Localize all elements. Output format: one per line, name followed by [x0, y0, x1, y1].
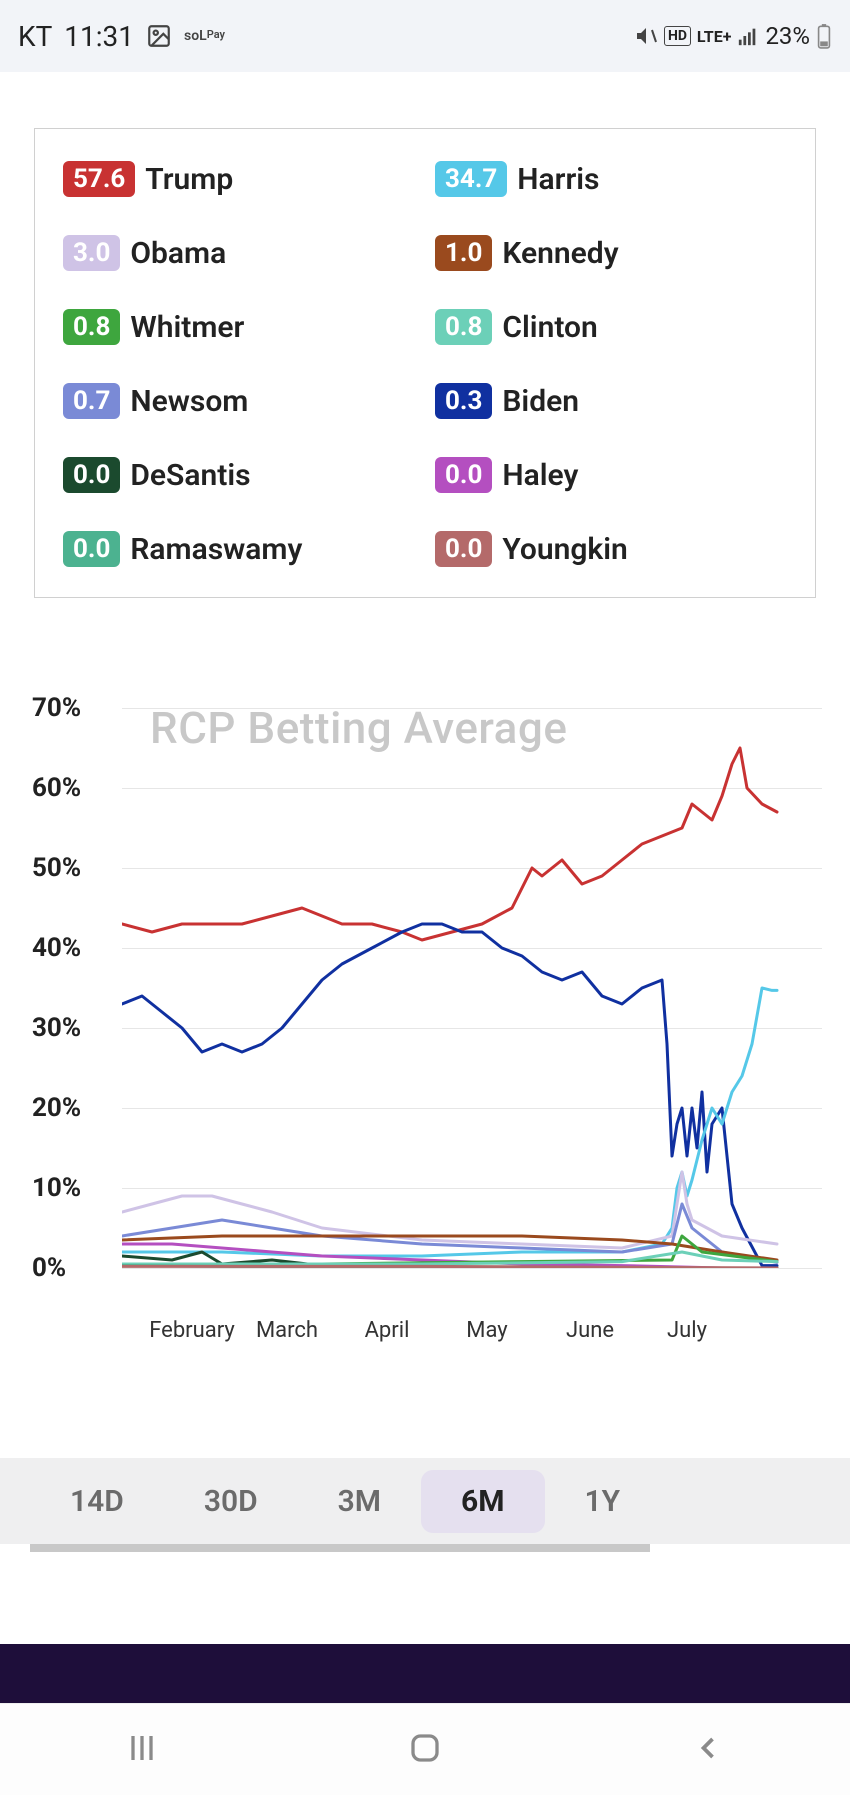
home-button[interactable]: [407, 1730, 443, 1770]
status-right: HD LTE+ 23%: [634, 22, 832, 50]
y-tick-label: 20%: [32, 1093, 81, 1123]
legend-name-label: Whitmer: [130, 310, 244, 345]
legend-name-label: Harris: [517, 162, 599, 197]
carrier-label: KT: [18, 20, 52, 53]
back-button[interactable]: [690, 1730, 726, 1770]
range-tab-6m[interactable]: 6M: [421, 1470, 544, 1533]
legend-value-badge: 0.8: [63, 309, 120, 345]
legend-item[interactable]: 3.0 Obama: [63, 235, 415, 271]
legend-item[interactable]: 0.8 Clinton: [435, 309, 787, 345]
x-tick-label: June: [566, 1318, 614, 1343]
x-tick-label: May: [466, 1318, 507, 1343]
legend-value-badge: 0.0: [435, 457, 492, 493]
legend-item[interactable]: 0.0 Haley: [435, 457, 787, 493]
legend-name-label: Trump: [145, 162, 233, 197]
status-left: KT 11:31 soLPay: [18, 20, 225, 53]
legend-item[interactable]: 1.0 Kennedy: [435, 235, 787, 271]
legend-name-label: Newsom: [130, 384, 248, 419]
legend-name-label: Kennedy: [502, 236, 618, 271]
series-line: [122, 1266, 777, 1268]
y-tick-label: 10%: [32, 1173, 81, 1203]
legend-item[interactable]: 0.3 Biden: [435, 383, 787, 419]
legend-name-label: Biden: [502, 384, 579, 419]
clock-label: 11:31: [64, 20, 134, 53]
legend-box: 57.6 Trump 34.7 Harris 3.0 Obama 1.0 Kennedy 0.8…: [34, 128, 816, 598]
status-bar: KT 11:31 soLPay HD LTE+ 23%: [0, 0, 850, 72]
legend-item[interactable]: 0.7 Newsom: [63, 383, 415, 419]
signal-icon: [737, 25, 759, 47]
legend-item[interactable]: 57.6 Trump: [63, 161, 415, 197]
range-tab-30d[interactable]: 30D: [164, 1470, 298, 1533]
x-tick-label: February: [149, 1318, 235, 1343]
legend-item[interactable]: 0.0 Ramaswamy: [63, 531, 415, 567]
y-tick-label: 0%: [32, 1253, 66, 1283]
legend-value-badge: 0.8: [435, 309, 492, 345]
y-tick-label: 30%: [32, 1013, 81, 1043]
gridline: [122, 1268, 822, 1269]
x-tick-label: July: [667, 1318, 707, 1343]
legend-name-label: Clinton: [502, 310, 597, 345]
range-tab-1y[interactable]: 1Y: [545, 1470, 661, 1533]
legend-name-label: Youngkin: [502, 532, 627, 567]
legend-name-label: Obama: [130, 236, 226, 271]
y-tick-label: 50%: [32, 853, 81, 883]
battery-pct: 23%: [765, 22, 810, 50]
chart-plot: 0%10%20%30%40%50%60%70%: [32, 708, 822, 1268]
legend-value-badge: 0.7: [63, 383, 120, 419]
legend-value-badge: 3.0: [63, 235, 120, 271]
y-tick-label: 70%: [32, 693, 81, 723]
legend-value-badge: 34.7: [435, 161, 507, 197]
network-label: LTE+: [697, 27, 732, 46]
legend-item[interactable]: 34.7 Harris: [435, 161, 787, 197]
recents-button[interactable]: [124, 1730, 160, 1770]
legend-item[interactable]: 0.0 DeSantis: [63, 457, 415, 493]
x-axis-labels: February March April May June July: [32, 1318, 850, 1348]
legend-item[interactable]: 0.0 Youngkin: [435, 531, 787, 567]
mute-icon: [634, 24, 658, 48]
image-icon: [146, 23, 172, 49]
legend-name-label: Haley: [502, 458, 578, 493]
tabs-scroll-indicator: [30, 1544, 650, 1552]
x-tick-label: March: [256, 1318, 318, 1343]
y-tick-label: 60%: [32, 773, 81, 803]
legend-name-label: Ramaswamy: [130, 532, 302, 567]
range-tab-14d[interactable]: 14D: [30, 1470, 164, 1533]
legend-value-badge: 0.3: [435, 383, 492, 419]
chart-svg: [122, 708, 822, 1268]
solpay-icon: soLPay: [184, 29, 225, 43]
legend-value-badge: 0.0: [435, 531, 492, 567]
legend-item[interactable]: 0.8 Whitmer: [63, 309, 415, 345]
range-tab-3m[interactable]: 3M: [298, 1470, 421, 1533]
page-content: 57.6 Trump 34.7 Harris 3.0 Obama 1.0 Kennedy 0.8…: [0, 128, 850, 1744]
legend-value-badge: 57.6: [63, 161, 135, 197]
range-tabs[interactable]: 14D30D3M6M1Y: [0, 1458, 850, 1544]
battery-icon: [816, 23, 832, 49]
series-line: [122, 748, 777, 940]
android-nav-bar: [0, 1703, 850, 1795]
chart-area: RCP Betting Average 0%10%20%30%40%50%60%…: [0, 708, 850, 1348]
legend-value-badge: 0.0: [63, 531, 120, 567]
legend-value-badge: 0.0: [63, 457, 120, 493]
x-tick-label: April: [365, 1318, 410, 1343]
legend-name-label: DeSantis: [130, 458, 250, 493]
hd-badge: HD: [664, 26, 691, 46]
legend-grid: 57.6 Trump 34.7 Harris 3.0 Obama 1.0 Kennedy 0.8…: [63, 161, 787, 567]
legend-value-badge: 1.0: [435, 235, 492, 271]
y-tick-label: 40%: [32, 933, 81, 963]
